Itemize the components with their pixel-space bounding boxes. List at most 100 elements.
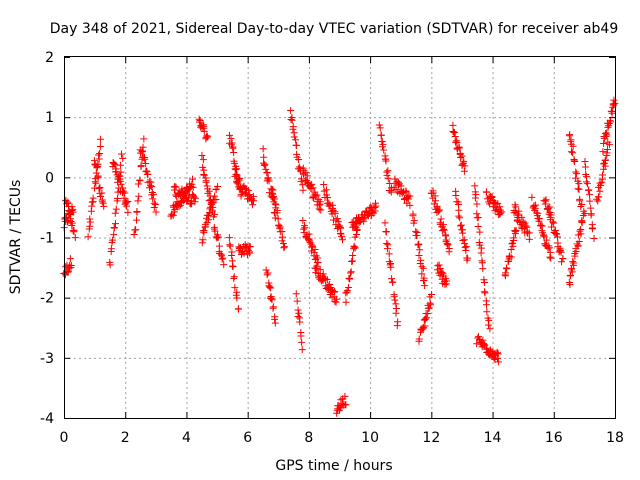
data-point (302, 169, 310, 177)
data-point (198, 151, 206, 159)
data-point (569, 142, 577, 150)
data-point (142, 159, 150, 167)
data-point (91, 184, 99, 192)
data-point (200, 124, 208, 132)
data-point (478, 259, 486, 267)
data-point (599, 171, 607, 179)
data-point (287, 107, 295, 115)
data-point (295, 155, 303, 163)
data-point (347, 268, 355, 276)
data-point (149, 195, 157, 203)
data-point (567, 136, 575, 144)
data-point (233, 165, 241, 173)
data-point (445, 248, 453, 256)
data-point (341, 392, 349, 400)
data-point (269, 304, 277, 312)
data-point (594, 197, 602, 205)
data-point (342, 401, 350, 409)
data-point (92, 169, 100, 177)
data-point (233, 294, 241, 302)
data-point (451, 133, 459, 141)
data-point (271, 319, 279, 327)
data-point (457, 222, 465, 230)
data-point (198, 239, 206, 247)
data-point (566, 281, 574, 289)
data-point (512, 226, 520, 234)
data-point (509, 242, 517, 250)
data-point (479, 265, 487, 273)
data-point (264, 269, 272, 277)
data-point (278, 233, 286, 241)
data-point (546, 248, 554, 256)
data-point (152, 208, 160, 216)
data-point (452, 191, 460, 199)
data-point (392, 305, 400, 313)
data-point (486, 325, 494, 333)
data-point (351, 223, 359, 231)
data-point (91, 161, 99, 169)
data-point (330, 288, 338, 296)
data-point (323, 276, 331, 284)
data-point (567, 148, 575, 156)
data-point (212, 186, 220, 194)
data-point (537, 221, 545, 229)
data-point (228, 262, 236, 270)
data-point (438, 269, 446, 277)
data-point (587, 204, 595, 212)
x-tick-label: 2 (121, 430, 130, 446)
data-point (460, 167, 468, 175)
data-point (382, 157, 390, 165)
data-point (119, 154, 127, 162)
data-point (94, 172, 102, 180)
data-point (132, 226, 140, 234)
data-point (226, 242, 234, 250)
data-point (133, 216, 141, 224)
data-point (118, 184, 126, 192)
data-point (246, 243, 254, 251)
data-point (481, 341, 489, 349)
data-point (62, 263, 70, 271)
data-point (442, 236, 450, 244)
data-point (435, 206, 443, 214)
data-point (175, 202, 183, 210)
data-point (67, 217, 75, 225)
data-point (588, 225, 596, 233)
data-point (231, 284, 239, 292)
data-point (151, 200, 159, 208)
data-point (200, 229, 208, 237)
x-tick-label: 8 (304, 430, 313, 446)
data-point (482, 301, 490, 309)
data-point (204, 133, 212, 141)
data-point (225, 131, 233, 139)
data-point (392, 300, 400, 308)
data-point (494, 350, 502, 358)
data-point (261, 160, 269, 168)
data-point (552, 230, 560, 238)
data-point (419, 264, 427, 272)
data-point (525, 235, 533, 243)
data-point (296, 318, 304, 326)
data-point (95, 185, 103, 193)
data-point (553, 233, 561, 241)
x-tick-label: 4 (182, 430, 191, 446)
data-point (96, 142, 104, 150)
data-point (203, 132, 211, 140)
data-point (571, 157, 579, 165)
data-point (116, 161, 124, 169)
data-point (332, 298, 340, 306)
data-point (455, 212, 463, 220)
x-tick-label: 12 (422, 430, 440, 446)
data-point (603, 149, 611, 157)
data-point (134, 197, 142, 205)
data-point (305, 235, 313, 243)
data-point (150, 203, 158, 211)
data-points (60, 96, 619, 417)
data-point (234, 305, 242, 313)
data-point (600, 140, 608, 148)
data-point (550, 219, 558, 227)
data-point (577, 202, 585, 210)
data-point (464, 254, 472, 262)
data-point (334, 218, 342, 226)
data-point (140, 135, 148, 143)
data-point (316, 266, 324, 274)
